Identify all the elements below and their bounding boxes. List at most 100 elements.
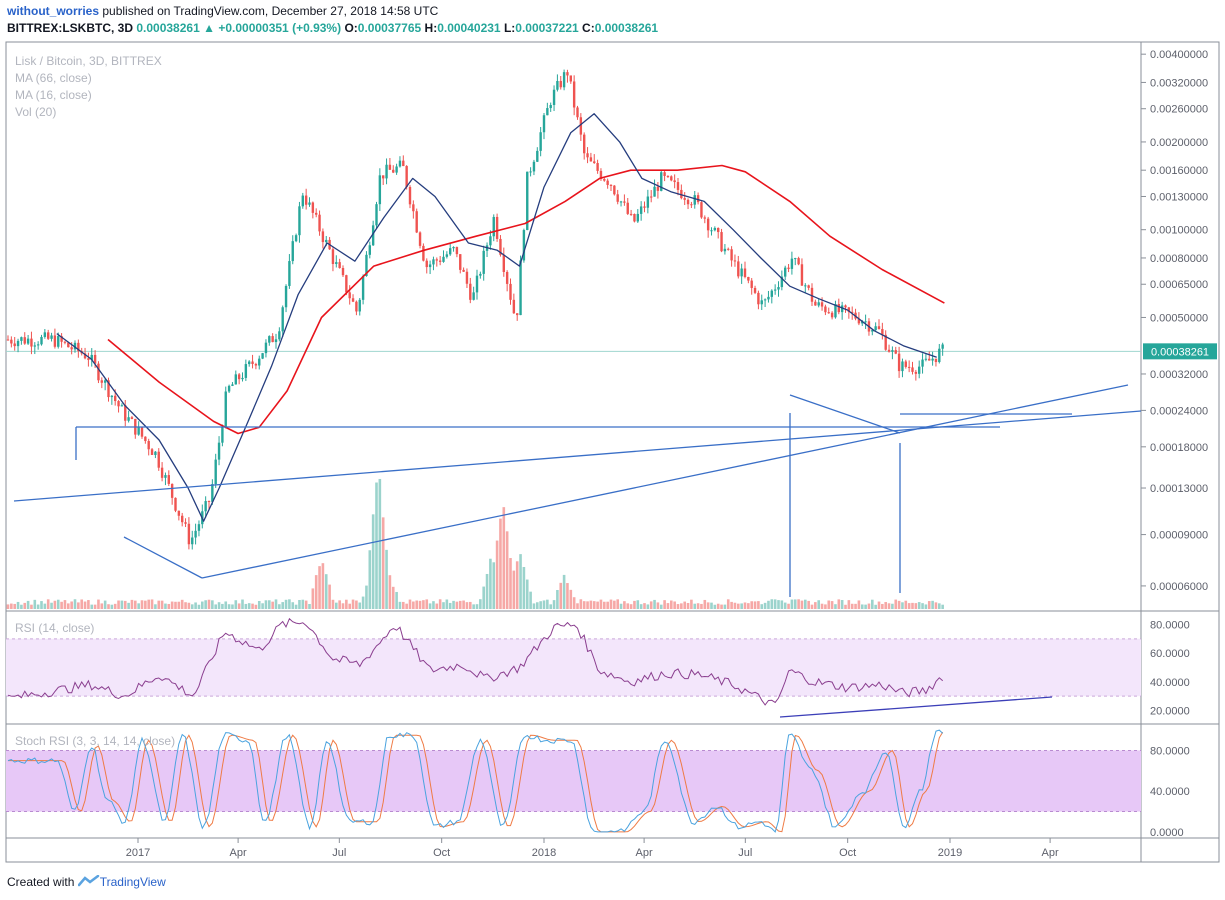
volume-bar	[633, 600, 636, 609]
volume-bar	[385, 549, 388, 609]
volume-bar	[234, 600, 238, 609]
volume-bar	[566, 583, 569, 609]
tradingview-link[interactable]: TradingView	[99, 875, 166, 889]
chart-frame	[5, 41, 1220, 863]
trend-drawings[interactable]	[13, 384, 1142, 597]
publish-info: published on TradingView.com, December 2…	[102, 4, 439, 18]
volume-bar	[207, 599, 211, 609]
rsi-trendline	[779, 696, 1053, 718]
price-tick-label: 0.00080000	[1150, 253, 1208, 265]
volume-bar	[546, 599, 549, 609]
volume-bar	[804, 599, 807, 609]
candle-body	[639, 206, 643, 214]
volume-bar	[294, 604, 298, 609]
volume-bar	[77, 602, 80, 609]
volume-bar	[609, 599, 613, 609]
volume-bar	[797, 599, 800, 609]
candle-body	[650, 196, 653, 198]
volume-bar	[298, 600, 301, 609]
candle-body	[546, 108, 549, 116]
rsi-tick-label: 40.0000	[1150, 677, 1190, 689]
footer: Created with TradingView	[7, 875, 166, 890]
volume-bar	[629, 604, 633, 609]
volume-bar	[368, 550, 372, 609]
volume-bar	[780, 600, 784, 609]
volume-bar	[549, 604, 552, 609]
candle-body	[412, 204, 415, 212]
candle-body	[472, 292, 475, 300]
candle-body	[405, 166, 408, 188]
volume-bar	[278, 604, 281, 609]
candle-body	[495, 216, 499, 239]
volume-bar	[284, 599, 288, 609]
volume-bar	[134, 600, 137, 609]
candle-body	[727, 248, 730, 250]
candle-body	[479, 273, 482, 276]
time-tick-label: Jul	[332, 847, 346, 859]
volume-bar	[663, 600, 666, 609]
candle-body	[177, 510, 181, 516]
volume-bar	[847, 600, 851, 609]
price-tick-label: 0.00160000	[1150, 165, 1208, 177]
volume-bar	[777, 600, 780, 609]
volume-bar	[288, 599, 291, 609]
candle-body	[237, 374, 241, 380]
candle-body	[700, 202, 703, 218]
tradingview-logo-icon[interactable]	[77, 875, 100, 890]
volume-bar	[63, 600, 67, 609]
candle-body	[442, 256, 445, 262]
candle-body	[901, 361, 904, 372]
candle-body	[810, 287, 814, 302]
volume-bar	[917, 602, 921, 609]
candle-body	[780, 276, 784, 288]
candle-body	[73, 342, 77, 350]
open-label: O:	[344, 21, 358, 35]
candle-body	[308, 202, 311, 205]
volume-bar	[304, 600, 308, 609]
candle-body	[539, 132, 542, 151]
candle-body	[43, 332, 47, 337]
volume-bar	[33, 599, 37, 609]
chart-canvas[interactable]: 0.00400000 0.00320000 0.00260000 0.00200000…	[0, 0, 1225, 870]
candle-body	[733, 260, 737, 262]
candle-body	[33, 345, 36, 347]
up-arrow-icon: ▲	[203, 21, 215, 35]
candle-body	[258, 358, 261, 366]
candle-body	[191, 537, 194, 545]
symbol-label: BITTREX:LSKBTC, 3D	[7, 21, 133, 35]
volume-bar	[194, 602, 197, 609]
volume-bar	[603, 601, 606, 609]
candle-body	[532, 161, 536, 172]
volume-bar	[606, 601, 609, 609]
candle-body	[93, 354, 97, 364]
close-label: C:	[582, 21, 595, 35]
volume-bar	[830, 601, 834, 609]
volume-bar	[790, 599, 794, 609]
volume-bar	[522, 567, 526, 609]
stoch-k-line	[7, 729, 944, 833]
candle-body	[760, 300, 763, 305]
candle-body	[6, 339, 10, 341]
candle-body	[763, 299, 767, 301]
candle-body	[110, 395, 114, 398]
author-link[interactable]: without_worries	[7, 4, 100, 18]
candle-body	[830, 312, 834, 318]
candle-body	[907, 366, 911, 368]
volume-bar	[164, 603, 167, 609]
candle-body	[562, 72, 566, 88]
candle-body	[60, 336, 63, 342]
volume-bar	[713, 604, 717, 609]
volume-bar	[361, 596, 365, 609]
volume-bar	[562, 574, 566, 609]
trendline-long	[13, 410, 1142, 502]
ma66-line	[107, 164, 945, 435]
candle-body	[847, 307, 851, 312]
candle-body	[375, 204, 378, 226]
candle-body	[63, 341, 67, 343]
volume-bar	[53, 600, 57, 609]
price-tick-label: 0.00013000	[1150, 483, 1208, 495]
candle-body	[693, 195, 696, 205]
volume-bar	[921, 603, 924, 609]
candle-body	[596, 163, 599, 171]
candle-body	[851, 311, 854, 313]
